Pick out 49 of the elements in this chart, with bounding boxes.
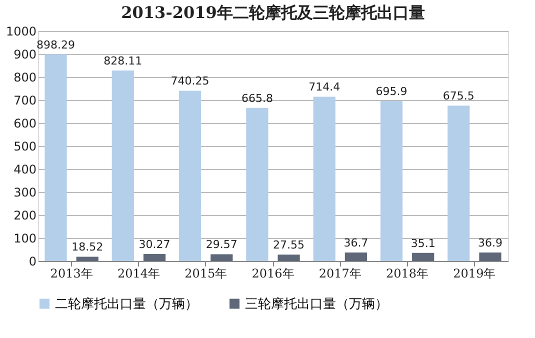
x-tick-label: 2019年 <box>453 266 496 280</box>
chart-title: 2013-2019年二轮摩托及三轮摩托出口量 <box>121 3 425 22</box>
y-tick-label: 300 <box>14 186 36 200</box>
x-tick-label: 2017年 <box>318 266 362 280</box>
bar <box>112 70 134 261</box>
data-label: 665.8 <box>241 92 273 105</box>
data-label: 675.5 <box>442 90 474 103</box>
bar <box>344 252 367 261</box>
bar <box>246 108 268 261</box>
bar <box>380 100 403 261</box>
y-tick-label: 400 <box>14 162 36 176</box>
legend-label: 二轮摩托出口量（万辆） <box>55 296 198 312</box>
bar <box>143 254 166 261</box>
x-tick-label: 2013年 <box>50 266 93 280</box>
bar <box>44 54 67 261</box>
bar <box>278 254 300 261</box>
x-tick-label: 2014年 <box>117 266 160 280</box>
data-label: 898.29 <box>36 38 76 52</box>
data-label: 740.25 <box>170 74 210 88</box>
data-label: 828.11 <box>104 54 142 68</box>
bar <box>412 252 434 261</box>
data-label: 18.52 <box>72 240 104 254</box>
bar <box>313 96 336 261</box>
bar <box>210 254 233 261</box>
y-tick-label: 200 <box>14 208 36 222</box>
data-label: 29.57 <box>206 238 238 252</box>
data-label: 27.55 <box>273 238 305 252</box>
y-tick-label: 600 <box>14 116 36 130</box>
bar <box>179 90 202 261</box>
bar <box>448 106 470 261</box>
y-tick-label: 700 <box>14 94 36 108</box>
y-tick-label: 800 <box>14 70 36 84</box>
data-label: 714.4 <box>308 80 340 94</box>
data-label: 35.1 <box>410 236 436 250</box>
y-tick-label: 500 <box>14 140 36 154</box>
data-label: 30.27 <box>138 238 170 252</box>
x-tick-label: 2018年 <box>386 266 429 280</box>
legend-label: 三轮摩托出口量（万辆） <box>245 296 388 312</box>
data-label: 36.9 <box>478 236 502 250</box>
y-tick-label: 0 <box>28 254 36 268</box>
y-tick-label: 100 <box>14 232 36 246</box>
x-tick-label: 2015年 <box>184 266 228 280</box>
bar <box>76 256 98 261</box>
bar <box>479 252 502 261</box>
data-label: 695.9 <box>376 84 408 98</box>
x-tick-label: 2016年 <box>252 266 294 280</box>
data-label: 36.7 <box>344 236 368 250</box>
y-tick-label: 1000 <box>6 24 36 38</box>
y-tick-label: 900 <box>14 48 36 62</box>
